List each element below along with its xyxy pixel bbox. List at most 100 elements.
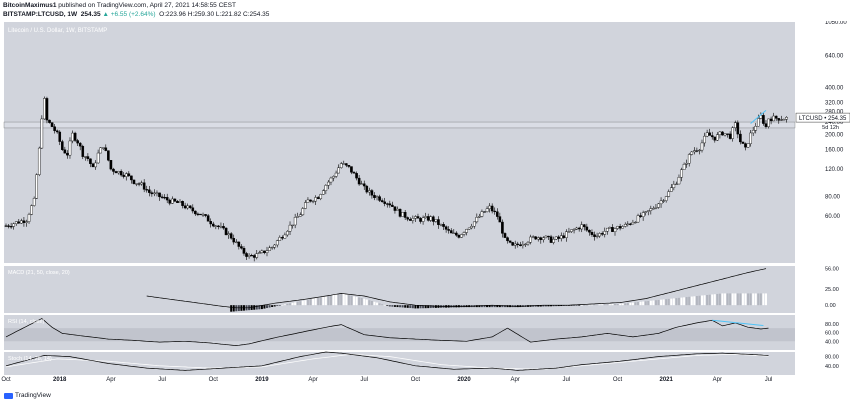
candle-body: [385, 203, 389, 205]
candle-body: [160, 196, 164, 198]
candle-body: [646, 210, 650, 212]
candle-body: [127, 173, 131, 177]
resistance-zone: [3, 121, 796, 129]
macd-histogram-bar: [752, 293, 755, 306]
candle-body: [222, 226, 225, 229]
candle-body: [153, 192, 156, 195]
candle-body: [705, 132, 709, 137]
macd-histogram-bar: [547, 305, 550, 307]
candle-body: [659, 200, 663, 205]
stoch-title: Stoch (14, 28, 14): [8, 356, 52, 362]
time-tick: 2021: [659, 377, 673, 383]
rsi-divergence-line: [712, 319, 764, 326]
candle-body: [124, 173, 128, 177]
macd-histogram-bar: [642, 301, 645, 306]
candle-body: [9, 226, 13, 228]
macd-title: MACD (21, 50, close, 20): [8, 270, 70, 276]
candle-body: [60, 141, 64, 150]
candle-body: [342, 163, 346, 165]
macd-histogram-bar: [414, 305, 417, 309]
candle-body: [270, 246, 274, 249]
candle-body: [391, 204, 394, 207]
macd-histogram-bar: [283, 304, 286, 306]
candle-body: [452, 232, 456, 234]
candle-body: [150, 192, 154, 195]
macd-histogram-bar: [322, 296, 325, 306]
rsi-tick: 40.00: [825, 339, 839, 345]
macd-histogram-bar: [726, 293, 729, 306]
macd-histogram-bar: [422, 305, 425, 309]
candle-body: [700, 142, 704, 151]
candle-body: [217, 225, 220, 227]
candle-body: [421, 217, 425, 222]
countdown-label: 5d 12h: [822, 125, 839, 131]
candle-body: [657, 203, 660, 208]
macd-histogram-bar: [411, 305, 414, 309]
last-price-badge: [795, 112, 850, 123]
candle-body: [247, 255, 251, 257]
candle-body: [89, 158, 92, 164]
macd-histogram-bar: [731, 293, 734, 306]
candle-body: [268, 247, 271, 251]
symbol-name[interactable]: BITSTAMP:LTCUSD, 1W: [3, 11, 78, 18]
candle-body: [14, 221, 18, 224]
trading-chart[interactable]: Litecoin / U.S. Dollar, 1W, BITSTAMP 1050…: [0, 21, 850, 390]
macd-histogram-bar: [424, 305, 427, 309]
macd-histogram-bar: [741, 293, 744, 306]
candle-body: [194, 210, 197, 215]
macd-tick: 56.00: [825, 267, 839, 273]
candle-body: [721, 131, 724, 136]
candle-body: [201, 214, 205, 216]
macd-histogram-bar: [409, 305, 412, 309]
macd-histogram-bar: [268, 305, 271, 308]
candle-body: [414, 216, 417, 219]
candle-body: [137, 183, 141, 185]
candle-body: [35, 174, 39, 199]
candle-body: [590, 232, 594, 235]
candle-body: [147, 189, 151, 193]
macd-histogram-bar: [304, 300, 307, 306]
candle-body: [319, 194, 323, 199]
candle-body: [119, 171, 123, 176]
macd-histogram-bar: [393, 305, 396, 307]
candle-body: [314, 197, 317, 202]
candle-body: [475, 217, 479, 223]
macd-histogram-bar: [621, 303, 624, 306]
candle-body: [158, 192, 161, 198]
candle-body: [73, 132, 77, 141]
macd-histogram-bar: [744, 293, 747, 306]
candle-body: [411, 218, 415, 221]
candle-body: [12, 223, 15, 227]
candle-body: [585, 226, 589, 231]
candle-body: [275, 240, 279, 246]
candle-body: [465, 229, 468, 233]
macd-histogram-bar: [660, 299, 663, 306]
candle-body: [304, 202, 307, 209]
candle-body: [265, 250, 269, 254]
tradingview-icon: [4, 392, 13, 399]
macd-histogram-bar: [616, 303, 619, 306]
macd-histogram-bar: [573, 305, 576, 306]
macd-histogram-bar: [399, 305, 402, 308]
candle-body: [733, 122, 737, 128]
macd-histogram-bar: [754, 293, 757, 306]
macd-histogram-bar: [365, 299, 368, 306]
candle-body: [188, 205, 192, 208]
macd-histogram-bar: [590, 304, 593, 306]
tradingview-logo[interactable]: TradingView: [4, 392, 51, 399]
candle-body: [703, 135, 706, 144]
macd-histogram-bar: [749, 293, 752, 306]
candle-body: [557, 236, 561, 239]
candle-body: [744, 143, 747, 148]
candle-body: [383, 201, 387, 204]
candle-body: [682, 164, 686, 170]
candle-body: [393, 206, 397, 211]
author-name[interactable]: BitcoinMaximus1: [3, 2, 57, 9]
candle-body: [48, 119, 51, 123]
last-price: 254.35: [80, 11, 101, 18]
candle-body: [352, 172, 356, 174]
candle-body: [442, 224, 445, 227]
candle-body: [539, 237, 543, 240]
candle-body: [559, 235, 563, 239]
publish-line: BitcoinMaximus1 published on TradingView…: [3, 1, 236, 10]
